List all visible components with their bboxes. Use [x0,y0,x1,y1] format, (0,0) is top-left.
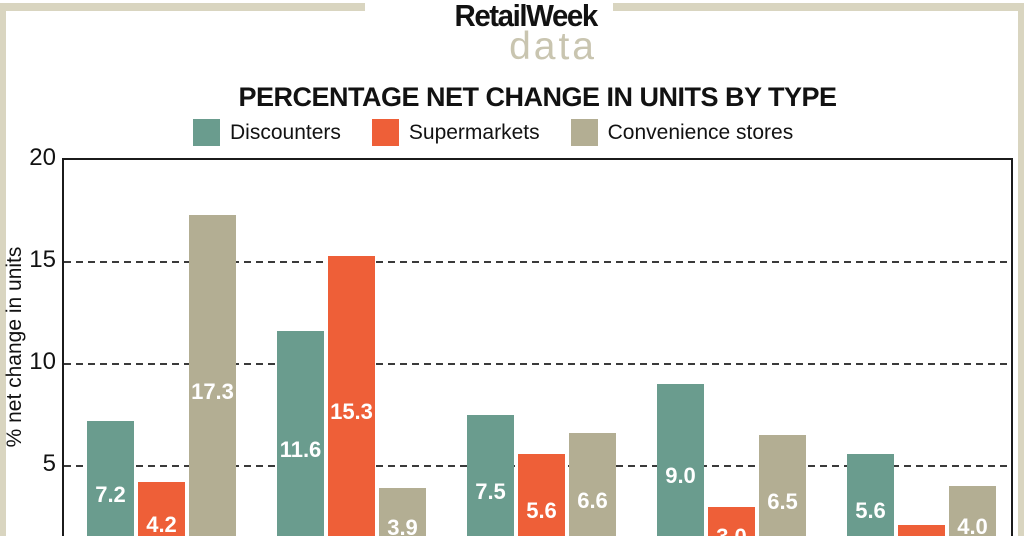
bar-value-label: 3.0 [708,526,755,536]
bar-group5-supermarkets: 2.1 [898,525,945,536]
bar-value-label: 15.3 [330,398,373,424]
legend-label: Convenience stores [607,120,794,144]
frame-left-line [0,3,6,536]
bar-group4-supermarkets: 3.0 [708,506,755,536]
bar-value-label: 5.6 [855,497,886,523]
bar-value-label: 6.6 [577,487,608,513]
retailweek-logo: RetailWeek data [397,0,599,68]
legend-swatch-icon [570,119,598,146]
bar-group3-discounters: 7.5 [467,415,514,536]
y-tick-10: 10 [29,348,56,375]
y-tick-20: 20 [29,144,56,171]
bar-value-label: 6.5 [767,488,798,514]
frame-right-line [1018,3,1024,536]
bar-group4-convenience-stores: 6.5 [759,435,806,536]
legend-label: Supermarkets [408,120,540,144]
gridline-10 [64,363,1011,365]
chart-title: PERCENTAGE NET CHANGE IN UNITS BY TYPE [238,82,837,112]
bar-group3-supermarkets: 5.6 [518,453,565,536]
bar-group1-supermarkets: 4.2 [138,482,185,536]
bar-value-label: 4.2 [146,512,177,536]
legend-item-discounters: Discounters [193,119,341,146]
bar-value-label: 9.0 [665,463,696,489]
bar-value-label: 3.9 [387,515,418,536]
chart-legend: Discounters Supermarkets Convenience store… [193,119,793,146]
y-tick-15: 15 [29,246,56,273]
bar-group5-convenience-stores: 4.0 [949,486,996,536]
logo-sub-text: data [509,25,597,68]
frame-top-left-line [0,3,365,11]
bar-value-label: 7.2 [95,481,126,507]
bar-group3-convenience-stores: 6.6 [569,433,616,536]
frame-top-right-line [613,3,1024,11]
bar-group2-convenience-stores: 3.9 [379,488,426,536]
bar-group2-supermarkets: 15.3 [328,255,375,536]
legend-item-convenience-stores: Convenience stores [570,119,794,146]
logo-brand-text: RetailWeek [454,0,599,33]
y-tick-5: 5 [42,450,56,477]
bar-value-label: 5.6 [526,497,557,523]
bar-group5-discounters: 5.6 [847,453,894,536]
bar-group2-discounters: 11.6 [277,331,324,536]
bar-group1-discounters: 7.2 [87,421,134,536]
gridline-15 [64,261,1011,263]
bar-value-label: 7.5 [475,478,506,504]
plot-area: 7.2 4.2 17.3 11.6 15.3 3.9 7.5 5.6 6.6 9.0 3.0 6.5 5… [62,158,1013,536]
legend-swatch-icon [193,119,220,146]
bar-group1-convenience-stores: 17.3 [189,215,236,536]
bar-value-label: 4.0 [957,514,988,536]
legend-item-supermarkets: Supermarkets [371,119,540,146]
bar-value-label: 11.6 [279,436,322,462]
legend-swatch-icon [371,119,399,146]
bar-value-label: 17.3 [191,378,234,404]
bar-group4-discounters: 9.0 [657,384,704,536]
legend-label: Discounters [230,120,341,144]
